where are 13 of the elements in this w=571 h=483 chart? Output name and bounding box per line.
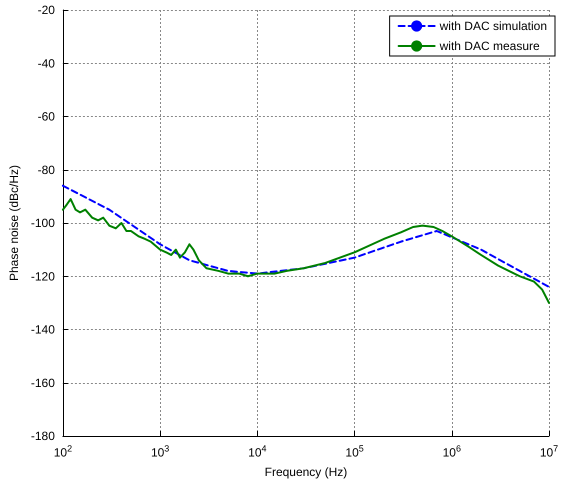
- y-tick-label: -120: [30, 269, 56, 284]
- y-axis-title: Phase noise (dBc/Hz): [7, 164, 21, 282]
- y-tick-label: -40: [38, 56, 56, 70]
- y-tick-label: -20: [38, 3, 56, 17]
- x-axis-title: Frequency (Hz): [264, 465, 348, 479]
- y-tick-label: -180: [30, 429, 56, 443]
- y-tick-label: -60: [38, 110, 56, 124]
- y-tick-label: -100: [30, 216, 56, 230]
- legend-label: with DAC simulation: [438, 19, 548, 33]
- legend-label: with DAC measure: [438, 39, 540, 53]
- y-tick-label: -80: [38, 162, 56, 177]
- y-tick-label: -160: [30, 376, 56, 390]
- y-tick-label: -140: [30, 322, 56, 336]
